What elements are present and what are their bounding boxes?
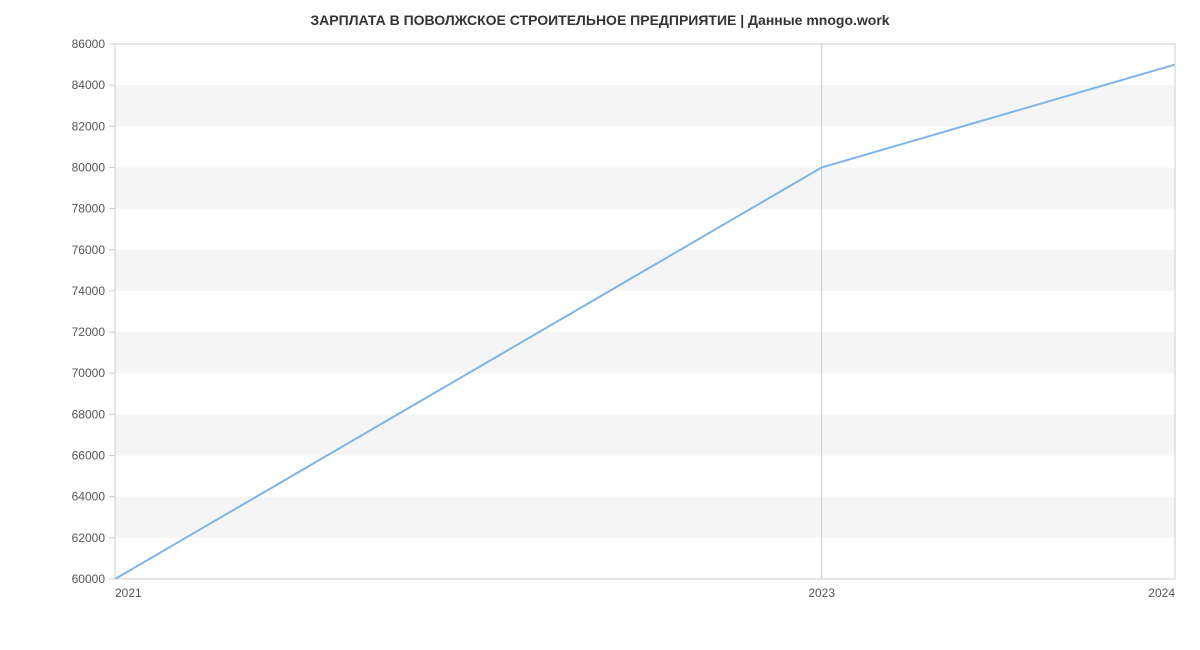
x-tick-label: 2024: [1148, 586, 1175, 600]
y-tick-label: 68000: [72, 407, 106, 421]
y-tick-label: 80000: [72, 160, 106, 174]
x-tick-label: 2023: [808, 586, 835, 600]
chart-svg: 60000 62000 64000 66000 68000 70000 72000 74000…: [0, 0, 1200, 650]
y-tick-label: 62000: [72, 531, 106, 545]
y-tick-label: 60000: [72, 572, 106, 586]
y-tick-label: 82000: [72, 119, 106, 133]
y-tick-label: 64000: [72, 490, 106, 504]
y-tick-label: 66000: [72, 449, 106, 463]
y-tick-label: 78000: [72, 202, 106, 216]
y-tick-label: 76000: [72, 243, 106, 257]
plot-area: 60000 62000 64000 66000 68000 70000 72000 74000…: [0, 0, 1200, 650]
y-tick-label: 70000: [72, 366, 106, 380]
y-tick-label: 86000: [72, 37, 106, 51]
x-tick-label: 2021: [115, 586, 142, 600]
chart-container: ЗАРПЛАТА В ПОВОЛЖСКОЕ СТРОИТЕЛЬНОЕ ПРЕДП…: [0, 0, 1200, 650]
y-tick-label: 74000: [72, 284, 106, 298]
y-tick-label: 72000: [72, 325, 106, 339]
y-tick-label: 84000: [72, 78, 106, 92]
